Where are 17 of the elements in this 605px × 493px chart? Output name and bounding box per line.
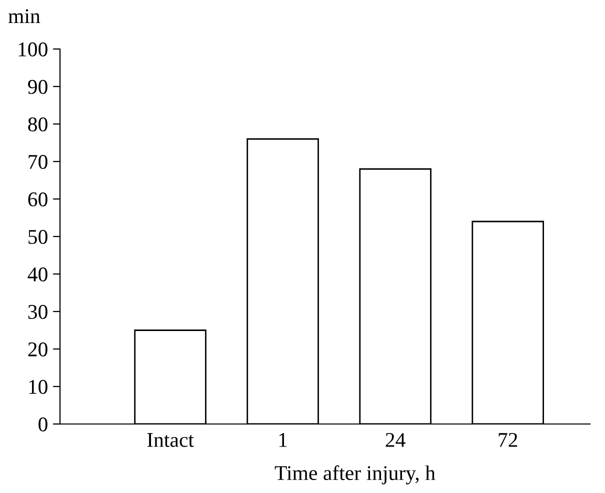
y-tick-label: 10 — [29, 380, 48, 394]
y-tick-label: 70 — [28, 154, 48, 169]
x-tick-label: 24 — [386, 432, 406, 447]
y-tick-label: 50 — [28, 230, 48, 244]
y-tick-label: 30 — [28, 304, 48, 319]
y-tick-label: 80 — [28, 117, 48, 132]
x-tick-label: 72 — [498, 432, 518, 447]
y-axis-title: min — [8, 9, 40, 24]
y-tick-label: 0 — [38, 417, 48, 432]
y-tick-label: 100 — [18, 42, 48, 56]
y-tick-label: 20 — [28, 342, 48, 356]
y-tick-label: 60 — [28, 192, 48, 206]
x-axis-title: Time after injury, h — [274, 465, 436, 484]
y-tick-label: 40 — [28, 267, 48, 282]
x-tick-label: 1 — [279, 433, 287, 447]
x-tick-label: Intact — [147, 433, 194, 447]
y-tick-label: 90 — [28, 80, 48, 94]
